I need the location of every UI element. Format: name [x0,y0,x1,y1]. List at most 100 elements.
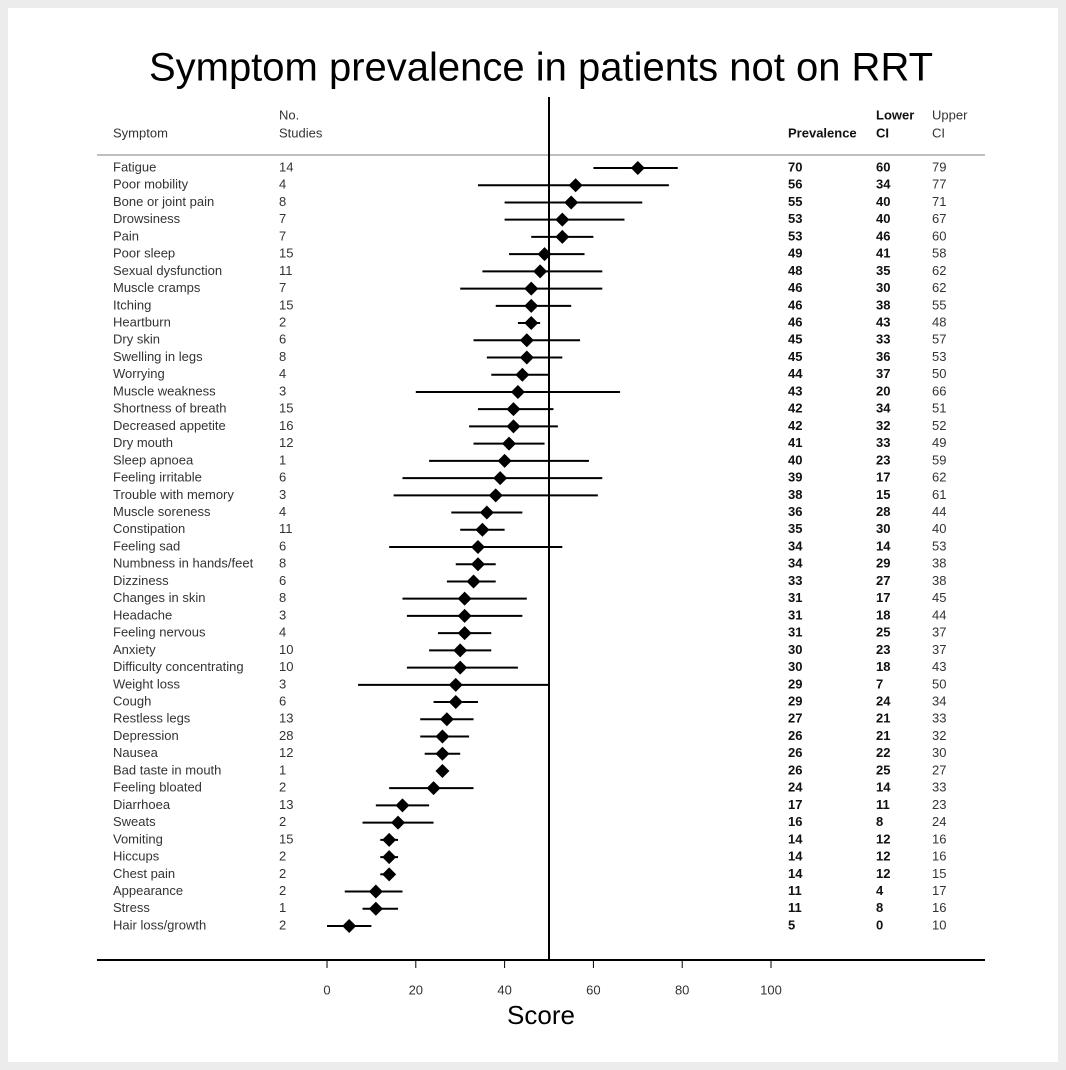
estimate-diamond [382,850,397,865]
lower-ci-label: 60 [876,159,890,174]
prevalence-label: 41 [788,435,802,450]
upper-ci-label: 71 [932,194,946,209]
estimate-diamond [497,453,512,468]
symptom-label: Nausea [113,745,159,760]
upper-ci-label: 17 [932,883,946,898]
estimate-diamond [457,591,472,606]
prevalence-label: 45 [788,349,802,364]
symptom-label: Appearance [113,883,183,898]
upper-ci-label: 44 [932,504,946,519]
upper-ci-label: 16 [932,831,946,846]
prevalence-label: 11 [788,883,802,898]
symptom-label: Bone or joint pain [113,194,214,209]
estimate-diamond [564,195,579,210]
prevalence-label: 16 [788,814,802,829]
prevalence-label: 17 [788,797,802,812]
upper-ci-label: 50 [932,366,946,381]
lower-ci-label: 23 [876,452,890,467]
upper-ci-label: 59 [932,452,946,467]
studies-label: 10 [279,659,293,674]
estimate-diamond [524,298,539,313]
prevalence-label: 49 [788,246,802,261]
studies-label: 6 [279,470,286,485]
studies-label: 14 [279,159,293,174]
prevalence-label: 55 [788,194,802,209]
studies-label: 4 [279,177,286,192]
prevalence-label: 34 [788,538,803,553]
prevalence-label: 43 [788,383,802,398]
studies-label: 7 [279,228,286,243]
lower-ci-label: 21 [876,711,890,726]
column-header: Prevalence [788,125,857,140]
upper-ci-label: 33 [932,711,946,726]
lower-ci-label: 32 [876,418,890,433]
prevalence-label: 30 [788,659,802,674]
upper-ci-label: 33 [932,780,946,795]
upper-ci-label: 53 [932,538,946,553]
column-header: No. [279,107,299,122]
estimate-diamond [506,419,521,434]
lower-ci-label: 41 [876,246,890,261]
estimate-diamond [470,540,485,554]
lower-ci-label: 29 [876,556,890,571]
estimate-diamond [479,505,494,520]
prevalence-label: 48 [788,263,802,278]
studies-label: 12 [279,435,293,450]
symptom-label: Muscle weakness [113,383,216,398]
estimate-diamond [533,264,548,279]
studies-label: 16 [279,418,293,433]
estimate-diamond [435,729,450,744]
estimate-diamond [510,384,525,399]
prevalence-label: 33 [788,573,802,588]
upper-ci-label: 48 [932,314,946,329]
estimate-diamond [435,763,450,778]
upper-ci-label: 37 [932,625,946,640]
upper-ci-label: 55 [932,297,946,312]
upper-ci-label: 60 [932,228,946,243]
estimate-diamond [457,608,472,623]
estimate-diamond [382,867,397,882]
column-header: Upper [932,107,968,122]
studies-label: 7 [279,211,286,226]
estimate-diamond [391,815,406,830]
studies-label: 4 [279,366,286,381]
lower-ci-label: 4 [876,883,884,898]
symptom-label: Stress [113,900,150,915]
estimate-diamond [493,471,508,486]
studies-label: 15 [279,297,293,312]
lower-ci-label: 20 [876,383,890,398]
symptom-label: Headache [113,607,172,622]
x-tick-label: 60 [586,982,600,997]
upper-ci-label: 51 [932,401,946,416]
symptom-label: Sexual dysfunction [113,263,222,278]
symptom-label: Hiccups [113,849,160,864]
prevalence-label: 39 [788,470,802,485]
prevalence-label: 31 [788,607,802,622]
prevalence-label: 36 [788,504,802,519]
upper-ci-label: 53 [932,349,946,364]
prevalence-label: 31 [788,590,802,605]
estimate-diamond [515,367,530,382]
x-tick-label: 20 [409,982,423,997]
symptom-label: Dizziness [113,573,169,588]
estimate-diamond [555,212,570,227]
lower-ci-label: 18 [876,659,890,674]
lower-ci-label: 38 [876,297,890,312]
estimate-diamond [502,436,517,451]
estimate-diamond [524,316,539,331]
lower-ci-label: 27 [876,573,890,588]
estimate-diamond [435,746,450,761]
upper-ci-label: 15 [932,866,946,881]
lower-ci-label: 17 [876,590,890,605]
lower-ci-label: 40 [876,211,890,226]
lower-ci-label: 25 [876,762,890,777]
estimate-diamond [395,798,410,813]
studies-label: 3 [279,607,286,622]
lower-ci-label: 36 [876,349,890,364]
estimate-diamond [519,333,534,348]
symptom-label: Feeling nervous [113,625,206,640]
symptom-label: Restless legs [113,711,191,726]
prevalence-label: 53 [788,211,802,226]
symptom-label: Feeling bloated [113,780,202,795]
